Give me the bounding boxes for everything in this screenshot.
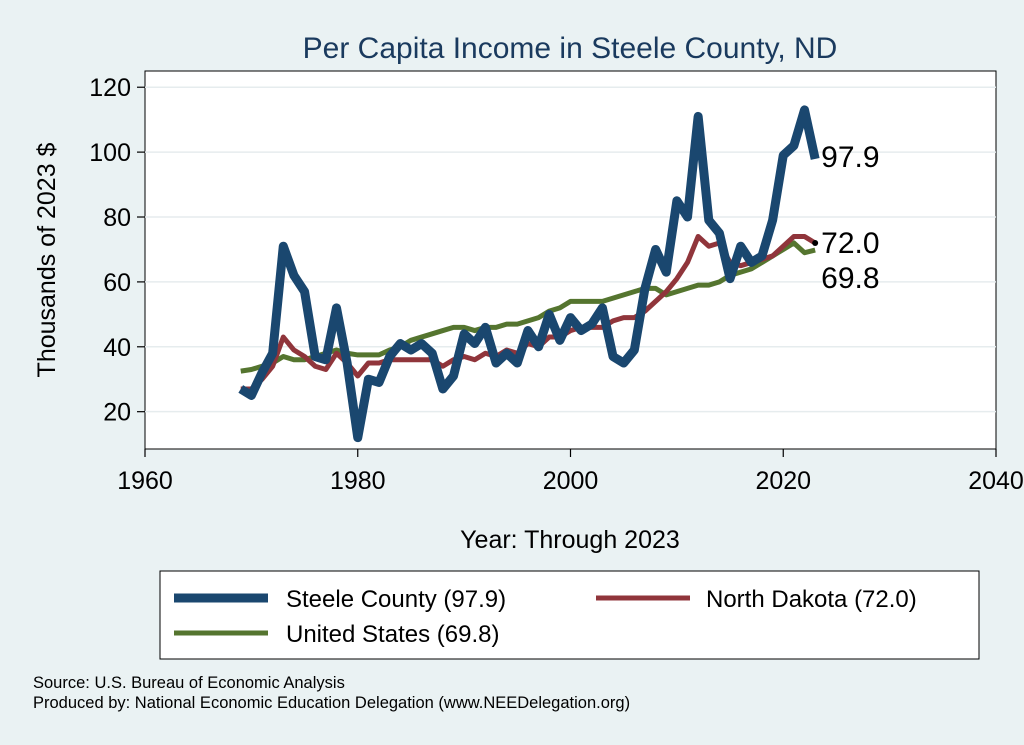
legend-label-north-dakota: North Dakota (72.0) (706, 586, 917, 613)
x-axis-title: Year: Through 2023 (460, 526, 680, 554)
x-tick-label: 1960 (117, 467, 173, 495)
y-tick-label: 100 (89, 139, 131, 167)
x-tick-label: 2040 (968, 467, 1024, 495)
produced-by-note: Produced by: National Economic Education… (33, 694, 630, 712)
legend-label-united-states: United States (69.8) (286, 621, 499, 648)
x-tick-label: 1980 (330, 467, 386, 495)
series-line-steele-county (238, 105, 820, 443)
y-tick-label: 60 (103, 269, 131, 297)
source-note: Source: U.S. Bureau of Economic Analysis (33, 674, 345, 692)
y-tick-label: 80 (103, 204, 131, 232)
series-line-united-states (240, 240, 816, 374)
end-label-north-dakota: 72.0 (821, 227, 879, 260)
end-label-steele-county: 97.9 (821, 141, 879, 174)
end-marker (812, 239, 819, 246)
x-tick-label: 2000 (543, 467, 599, 495)
end-label-united-states: 69.8 (821, 262, 879, 295)
chart-title: Per Capita Income in Steele County, ND (303, 32, 838, 65)
y-tick-label: 120 (89, 74, 131, 102)
y-axis-title: Thousands of 2023 $ (33, 142, 61, 377)
x-tick-label: 2020 (755, 467, 811, 495)
end-labels: 97.9 72.069.8 (812, 141, 880, 295)
legend-box (159, 570, 980, 660)
legend-label-steele: Steele County (97.9) (286, 586, 506, 613)
legend: Steele County (97.9) North Dakota (72.0)… (159, 570, 980, 660)
y-tick-label: 40 (103, 334, 131, 362)
y-tick-label: 20 (103, 399, 131, 427)
series-lines (238, 105, 820, 443)
grid (145, 86, 996, 413)
plot-area (144, 70, 997, 450)
